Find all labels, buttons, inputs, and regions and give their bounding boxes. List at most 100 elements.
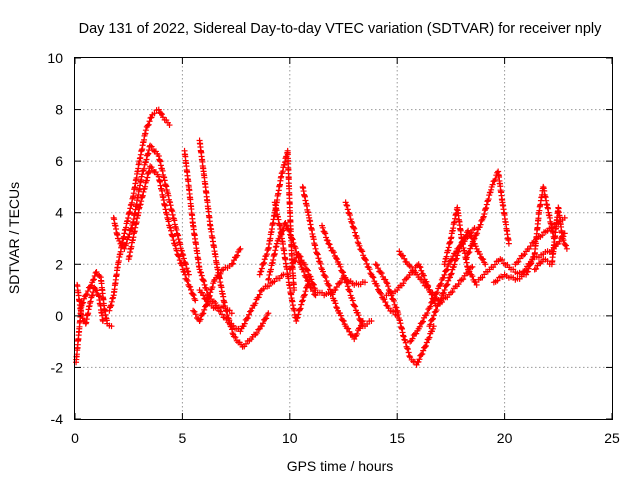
- data-point-interp: [427, 321, 434, 328]
- data-point: [291, 287, 298, 294]
- data-point-interp: [266, 283, 273, 290]
- data-point-interp: [350, 224, 357, 231]
- data-point-interp: [241, 320, 248, 327]
- data-point-interp: [310, 281, 317, 288]
- data-point-interp: [477, 221, 484, 228]
- data-point-interp: [332, 300, 339, 307]
- data-point-interp: [261, 259, 268, 266]
- data-point-interp: [367, 270, 374, 277]
- data-point-interp: [348, 218, 355, 225]
- data-point-interp: [533, 265, 540, 272]
- data-point-interp: [84, 288, 91, 295]
- data-point-interp: [90, 277, 97, 284]
- y-tick-label: 2: [55, 256, 63, 272]
- data-point: [303, 266, 310, 273]
- data-point-interp: [261, 256, 268, 263]
- data-point-interp: [192, 311, 199, 318]
- data-point-interp: [314, 251, 321, 258]
- data-point-interp: [173, 247, 180, 254]
- data-point-interp: [455, 281, 462, 288]
- data-point-interp: [404, 345, 411, 352]
- data-point-interp: [483, 201, 490, 208]
- data-point-interp: [482, 205, 489, 212]
- data-point-interp: [148, 164, 155, 171]
- y-axis-label: SDTVAR / TECUs: [6, 182, 22, 294]
- x-tick-label: 0: [71, 430, 79, 446]
- data-point: [407, 338, 414, 345]
- data-point-interp: [333, 304, 340, 311]
- data-point: [377, 289, 384, 296]
- data-point-interp: [322, 230, 329, 237]
- data-point-interp: [418, 276, 425, 283]
- data-point-interp: [460, 276, 467, 283]
- data-point-interp: [441, 271, 448, 278]
- data-point-interp: [424, 310, 431, 317]
- data-point: [312, 245, 319, 252]
- data-point-interp: [187, 286, 194, 293]
- data-point-interp: [418, 351, 425, 358]
- data-point-interp: [422, 342, 429, 349]
- data-point-interp: [400, 280, 407, 287]
- data-point-interp: [141, 165, 148, 172]
- data-point-interp: [262, 316, 269, 323]
- data-point-interp: [309, 280, 316, 287]
- data-point-interp: [321, 272, 328, 279]
- data-point: [372, 261, 379, 268]
- data-point-interp: [165, 218, 172, 225]
- data-point-interp: [286, 227, 293, 234]
- data-point-interp: [474, 230, 481, 237]
- data-point-interp: [375, 265, 382, 272]
- data-point-interp: [409, 335, 416, 342]
- data-point-interp: [454, 252, 461, 259]
- data-point-interp: [370, 274, 377, 281]
- data-point-interp: [189, 291, 196, 298]
- data-point-interp: [465, 249, 472, 256]
- data-point-interp: [108, 302, 115, 309]
- data-point: [121, 245, 128, 252]
- data-point-interp: [373, 262, 380, 269]
- data-point-interp: [287, 231, 294, 238]
- data-point-interp: [88, 282, 95, 289]
- data-point-interp: [283, 222, 290, 229]
- data-point-interp: [378, 270, 385, 277]
- data-point-interp: [147, 114, 154, 121]
- data-point: [166, 122, 173, 129]
- data-point-interp: [426, 334, 433, 341]
- data-point-interp: [176, 257, 183, 264]
- data-point: [196, 266, 203, 273]
- data-point: [361, 279, 368, 286]
- data-point-interp: [217, 270, 224, 277]
- data-point: [142, 127, 149, 134]
- data-point-interp: [301, 291, 308, 298]
- x-tick-label: 5: [179, 430, 187, 446]
- data-point-interp: [485, 196, 492, 203]
- data-point: [265, 310, 272, 317]
- data-point-interp: [143, 156, 150, 163]
- data-point-interp: [256, 291, 263, 298]
- data-point-interp: [308, 276, 315, 283]
- data-point: [334, 305, 341, 312]
- data-point: [99, 318, 106, 325]
- data-point: [183, 276, 190, 283]
- data-point-interp: [440, 274, 447, 281]
- data-point-interp: [491, 261, 498, 268]
- data-point: [293, 318, 300, 325]
- data-point-interp: [260, 260, 267, 267]
- data-point-interp: [467, 245, 474, 252]
- data-point-interp: [378, 290, 385, 297]
- data-point-interp: [300, 268, 307, 275]
- data-point-interp: [294, 314, 301, 321]
- data-point-interp: [303, 274, 310, 281]
- data-point-interp: [382, 299, 389, 306]
- data-point: [422, 343, 429, 350]
- data-point-interp: [223, 315, 230, 322]
- data-point: [400, 333, 407, 340]
- data-point-interp: [293, 254, 300, 261]
- data-point: [228, 261, 235, 268]
- data-point: [473, 281, 480, 288]
- data-point: [349, 220, 356, 227]
- data-point-interp: [479, 274, 486, 281]
- data-point-interp: [390, 297, 397, 304]
- data-point-interp: [344, 283, 351, 290]
- data-point-interp: [470, 236, 477, 243]
